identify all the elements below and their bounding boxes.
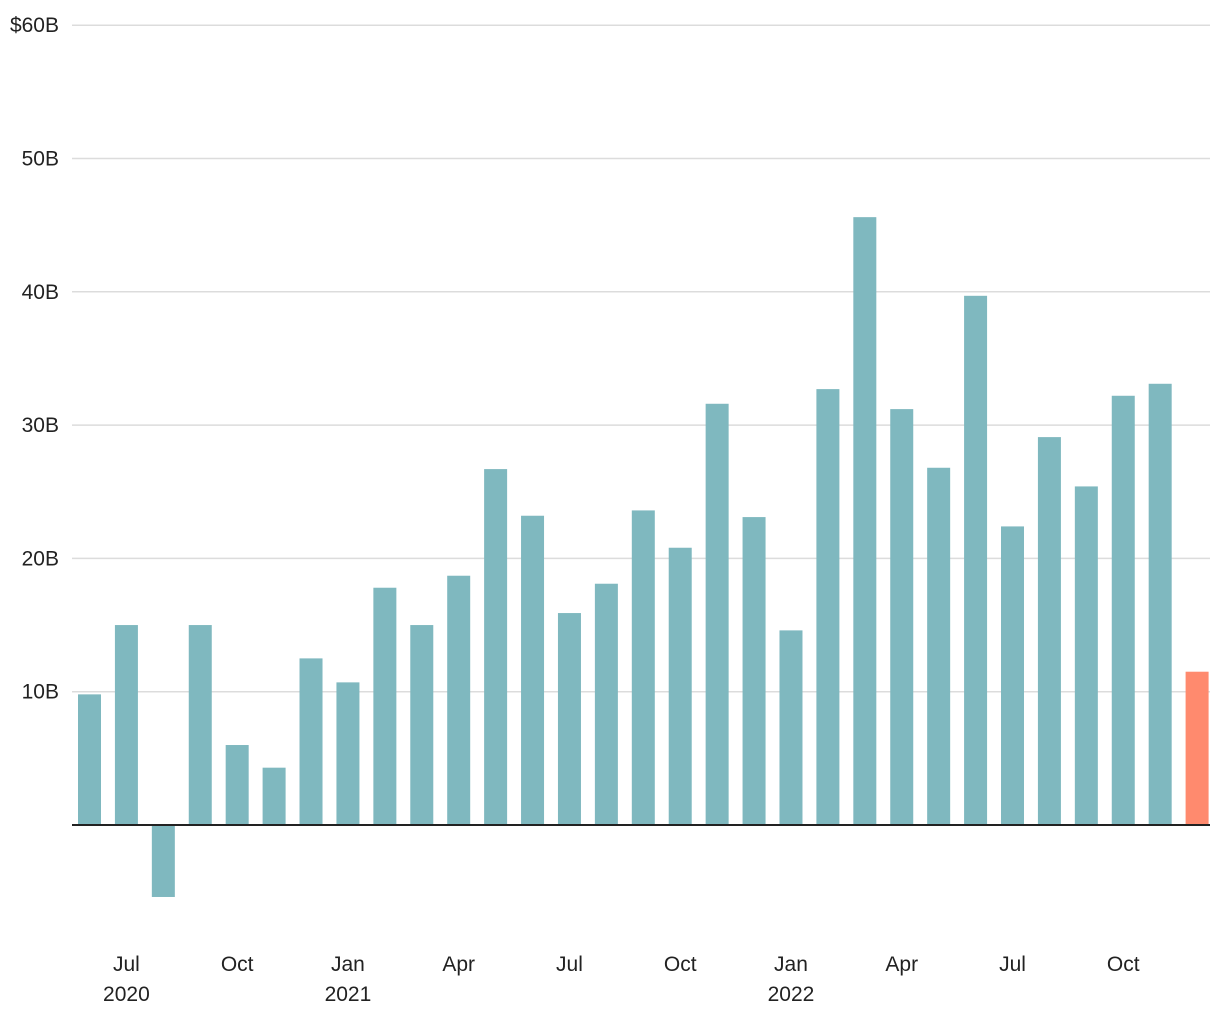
bar-feb-2022: [816, 389, 840, 825]
bar-oct-2021: [668, 547, 692, 825]
bar-apr-2021: [447, 575, 471, 825]
bar-jun-2020: [78, 694, 101, 825]
y-tick-label: 20B: [22, 547, 59, 570]
bar-dec-2022: [1185, 671, 1209, 825]
bar-nov-2020: [262, 767, 286, 825]
y-axis-labels: $60B 50B 40B 30B 20B 10B: [10, 14, 59, 704]
bar-jan-2022: [779, 630, 803, 825]
bar-may-2021: [484, 469, 508, 825]
x-tick-label: Oct: [221, 953, 254, 976]
bar-jul-2021: [557, 613, 581, 825]
x-tick-label: Oct: [664, 953, 697, 976]
x-tick-label: Jan: [331, 953, 365, 976]
bars: [78, 217, 1209, 897]
bar-nov-2022: [1148, 383, 1172, 825]
bar-sep-2020: [188, 625, 212, 825]
x-tick-label: Jul: [999, 953, 1026, 976]
x-axis-labels: Jul 2020 Oct Jan 2021 Apr Jul Oct Jan 2022 Apr Jul O…: [103, 953, 1140, 1006]
bar-mar-2021: [410, 625, 434, 825]
bar-jun-2022: [964, 295, 988, 825]
bar-apr-2022: [890, 409, 914, 825]
bar-oct-2022: [1111, 395, 1135, 825]
x-tick-label: Oct: [1107, 953, 1140, 976]
x-tick-label: Apr: [442, 953, 475, 976]
bar-dec-2020: [299, 658, 323, 826]
bar-dec-2021: [742, 517, 766, 825]
bar-aug-2022: [1037, 437, 1061, 825]
x-tick-year-label: 2020: [103, 983, 150, 1006]
bar-oct-2020: [225, 745, 249, 825]
bar-jul-2022: [1001, 526, 1024, 825]
x-tick-label: Apr: [885, 953, 918, 976]
bar-may-2022: [927, 467, 951, 825]
bar-jul-2020: [114, 625, 138, 825]
y-tick-label: 50B: [22, 148, 59, 171]
bar-aug-2021: [594, 583, 618, 825]
x-tick-label: Jul: [556, 953, 583, 976]
bar-aug-2020: [151, 825, 175, 897]
bar-jun-2021: [521, 515, 545, 825]
bar-sep-2021: [631, 510, 655, 825]
bar-nov-2021: [705, 403, 729, 825]
y-tick-label: 40B: [22, 281, 59, 304]
x-tick-year-label: 2021: [325, 983, 372, 1006]
x-tick-year-label: 2022: [768, 983, 815, 1006]
bar-mar-2022: [853, 217, 877, 825]
x-tick-label: Jul: [113, 953, 140, 976]
bar-jan-2021: [336, 682, 360, 825]
bar-feb-2021: [373, 587, 397, 825]
bar-sep-2022: [1074, 486, 1098, 825]
y-tick-label: $60B: [10, 14, 59, 37]
y-tick-label: 10B: [22, 681, 59, 704]
x-tick-label: Jan: [774, 953, 808, 976]
y-tick-label: 30B: [22, 414, 59, 437]
